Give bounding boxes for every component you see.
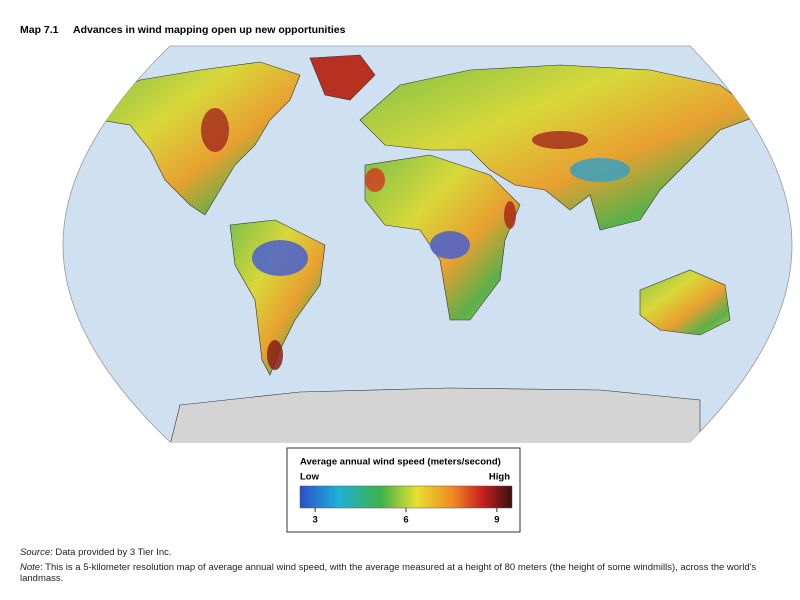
note-text: : This is a 5-kilometer resolution map o… — [20, 562, 757, 584]
source-text: : Data provided by 3 Tier Inc. — [50, 547, 172, 558]
scale-tick-label: 6 — [403, 515, 408, 526]
map-label: Map 7.1 — [20, 24, 59, 36]
source-label: Source — [20, 547, 51, 558]
legend-high: High — [489, 472, 510, 483]
legend-low: Low — [300, 472, 320, 483]
legend-title: Average annual wind speed (meters/second… — [300, 457, 501, 468]
greenland — [309, 54, 376, 101]
landmass — [94, 54, 761, 442]
scale-tick-label: 9 — [494, 515, 499, 526]
australia — [639, 269, 731, 336]
color-scale — [299, 485, 513, 509]
north-america — [94, 61, 301, 216]
note: Note: This is a 5-kilometer resolution m… — [20, 562, 785, 584]
map-title: Advances in wind mapping open up new opp… — [73, 24, 346, 36]
source: Source: Data provided by 3 Tier Inc. — [20, 547, 785, 558]
antarctica — [169, 387, 701, 442]
note-label: Note — [20, 562, 41, 573]
scale-tick-label: 3 — [312, 515, 317, 526]
map-figure: Map 7.1 Advances in wind mapping open up… — [20, 24, 793, 533]
